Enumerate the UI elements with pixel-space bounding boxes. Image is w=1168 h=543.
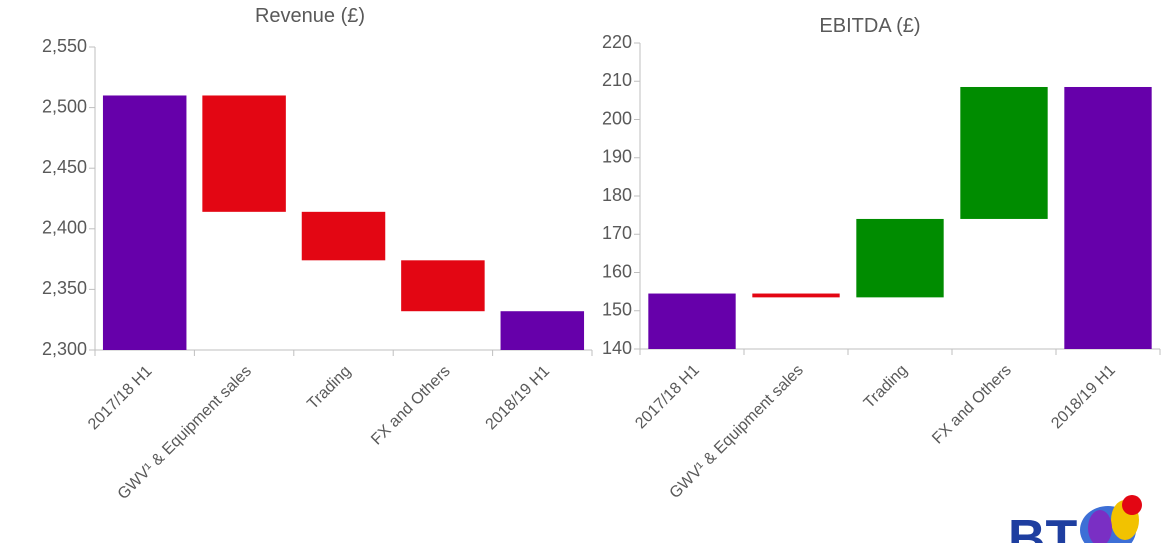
y-tick-label: 220 <box>602 32 632 52</box>
x-tick-label: FX and Others <box>929 362 1015 448</box>
chart: EBITDA (£) 140 150 160 170 180 190 200 210 220 201… <box>602 15 1161 502</box>
y-tick-label: 200 <box>602 108 632 128</box>
bar <box>102 95 187 350</box>
bar <box>500 311 585 350</box>
y-tick-label: 2,500 <box>42 96 87 116</box>
x-tick-label: 2018/19 H1 <box>483 363 554 434</box>
bar <box>202 95 286 212</box>
y-tick-label: 190 <box>602 147 632 167</box>
y-tick-label: 2,450 <box>42 157 87 177</box>
y-tick-label: 160 <box>602 261 632 281</box>
y-tick-label: 2,400 <box>42 218 87 238</box>
y-tick-label: 2,550 <box>42 36 87 56</box>
x-tick-label: Trading <box>861 362 911 412</box>
y-tick-label: 180 <box>602 185 632 205</box>
x-tick-label: FX and Others <box>368 363 454 449</box>
bar <box>856 218 944 298</box>
chart: Revenue (£) 2,300 2,350 2,400 2,450 2,500 2,55… <box>42 5 593 503</box>
y-tick-label: 210 <box>602 70 632 90</box>
bar <box>752 293 840 298</box>
bar <box>1064 86 1152 350</box>
x-tick-label: 2017/18 H1 <box>85 363 156 434</box>
y-tick-label: 150 <box>602 300 632 320</box>
bar <box>401 260 485 312</box>
x-tick-label: Trading <box>304 363 354 413</box>
x-tick-label: 2017/18 H1 <box>632 362 703 433</box>
y-tick-label: 2,350 <box>42 278 87 298</box>
logo-globe <box>1122 495 1142 515</box>
logo-globe <box>1088 510 1112 543</box>
bar <box>301 211 386 261</box>
logo-text: BT <box>1008 510 1078 543</box>
chart-title: EBITDA (£) <box>819 15 920 37</box>
y-tick-label: 2,300 <box>42 339 87 359</box>
y-tick-label: 140 <box>602 338 632 358</box>
y-tick-label: 170 <box>602 223 632 243</box>
bar <box>960 86 1048 219</box>
logo: BT <box>1008 495 1142 543</box>
bar <box>648 293 736 349</box>
chart-title: Revenue (£) <box>255 5 365 27</box>
x-tick-label: 2018/19 H1 <box>1048 362 1119 433</box>
